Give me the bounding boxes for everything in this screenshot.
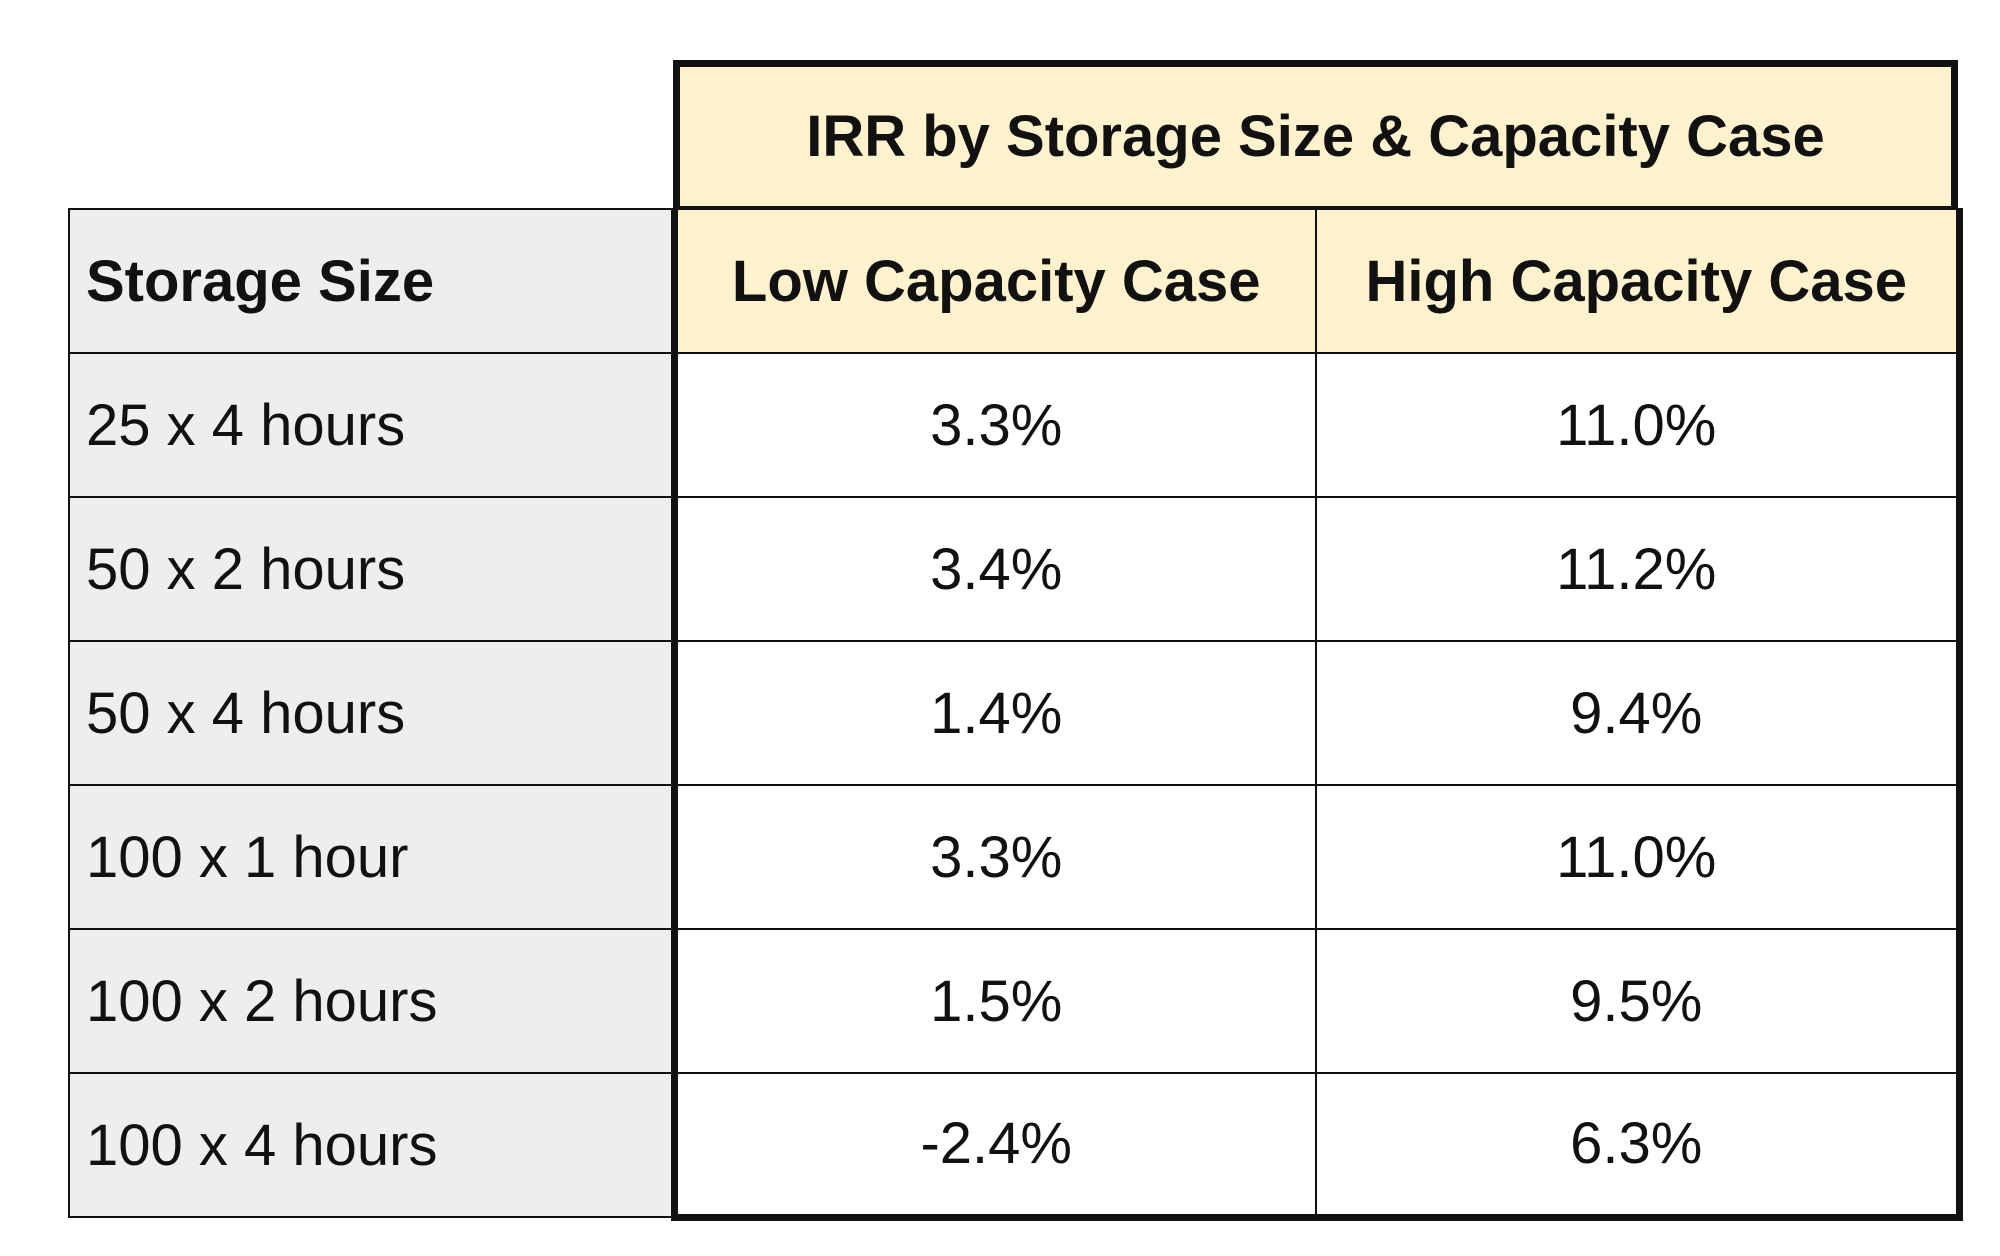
table-row: 50 x 2 hours 3.4% 11.2% xyxy=(68,496,1963,642)
row-label: 50 x 2 hours xyxy=(68,496,678,642)
low-capacity-value: 3.3% xyxy=(673,784,1317,930)
low-capacity-value: 1.4% xyxy=(673,640,1317,786)
high-capacity-value: 9.4% xyxy=(1315,640,1963,786)
table-row: 50 x 4 hours 1.4% 9.4% xyxy=(68,640,1963,786)
column-header-low-capacity: Low Capacity Case xyxy=(673,208,1317,354)
row-label: 50 x 4 hours xyxy=(68,640,678,786)
row-label: 100 x 1 hour xyxy=(68,784,678,930)
high-capacity-value: 11.2% xyxy=(1315,496,1963,642)
column-header-high-capacity: High Capacity Case xyxy=(1315,208,1963,354)
high-capacity-value: 6.3% xyxy=(1315,1072,1963,1221)
high-capacity-value: 11.0% xyxy=(1315,352,1963,498)
high-capacity-value: 9.5% xyxy=(1315,928,1963,1074)
irr-grid: Storage Size Low Capacity Case High Capa… xyxy=(68,208,1963,1221)
high-capacity-value: 11.0% xyxy=(1315,784,1963,930)
row-label: 100 x 2 hours xyxy=(68,928,678,1074)
header-row: Storage Size Low Capacity Case High Capa… xyxy=(68,208,1963,354)
table-title: IRR by Storage Size & Capacity Case xyxy=(673,60,1958,208)
table-row: 100 x 2 hours 1.5% 9.5% xyxy=(68,928,1963,1074)
table-row: 25 x 4 hours 3.3% 11.0% xyxy=(68,352,1963,498)
irr-table: IRR by Storage Size & Capacity Case Stor… xyxy=(68,60,1963,1221)
row-label: 25 x 4 hours xyxy=(68,352,678,498)
column-header-storage-size: Storage Size xyxy=(68,208,678,354)
table-row: 100 x 1 hour 3.3% 11.0% xyxy=(68,784,1963,930)
low-capacity-value: -2.4% xyxy=(673,1072,1317,1221)
low-capacity-value: 3.3% xyxy=(673,352,1317,498)
table-row: 100 x 4 hours -2.4% 6.3% xyxy=(68,1072,1963,1221)
low-capacity-value: 3.4% xyxy=(673,496,1317,642)
low-capacity-value: 1.5% xyxy=(673,928,1317,1074)
row-label: 100 x 4 hours xyxy=(68,1072,678,1218)
